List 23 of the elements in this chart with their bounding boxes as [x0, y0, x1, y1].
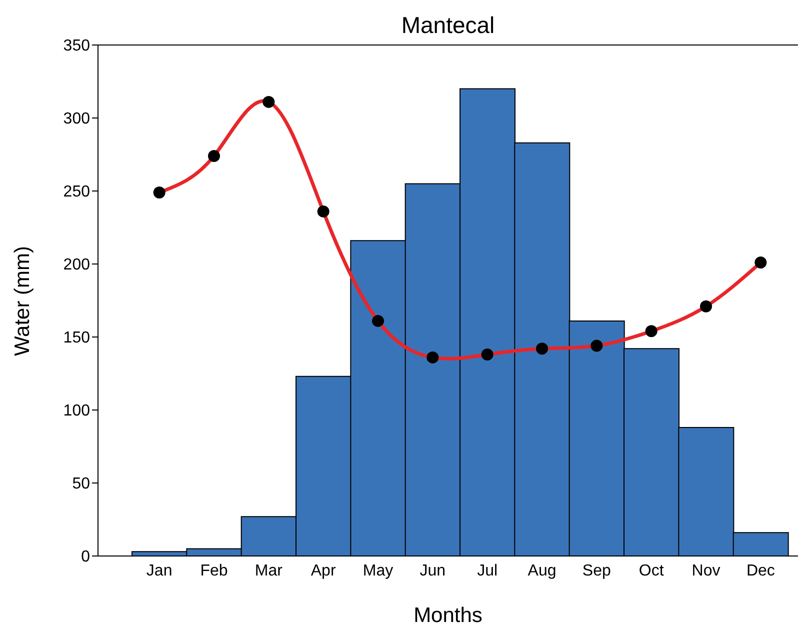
- x-tick-label: Jan: [146, 562, 172, 580]
- y-tick-label: 300: [63, 110, 90, 128]
- y-tick-label: 50: [72, 476, 90, 493]
- y-tick-label: 250: [63, 184, 90, 201]
- x-tick-label: Dec: [746, 562, 775, 580]
- x-tick-label: Oct: [638, 562, 664, 580]
- x-tick-label: Sep: [582, 562, 612, 580]
- y-tick-label: 150: [63, 330, 90, 347]
- y-tick-label: 100: [63, 402, 90, 420]
- chart-title: Mantecal: [400, 12, 496, 39]
- x-tick-label: Jul: [477, 562, 498, 580]
- x-tick-label: Feb: [200, 562, 228, 580]
- x-tick-label: Jun: [420, 562, 446, 580]
- y-tick-label: 0: [81, 548, 90, 566]
- y-tick-label: 350: [63, 38, 90, 55]
- x-tick-label: Nov: [692, 562, 720, 580]
- x-tick-label: Aug: [528, 562, 556, 580]
- y-tick-label: 200: [63, 256, 90, 274]
- x-tick-label: May: [362, 562, 394, 580]
- x-tick-label: Mar: [254, 562, 284, 580]
- y-axis-title: Water (mm): [11, 245, 35, 356]
- x-tick-label: Apr: [310, 562, 336, 580]
- x-axis-title: Months: [412, 604, 484, 628]
